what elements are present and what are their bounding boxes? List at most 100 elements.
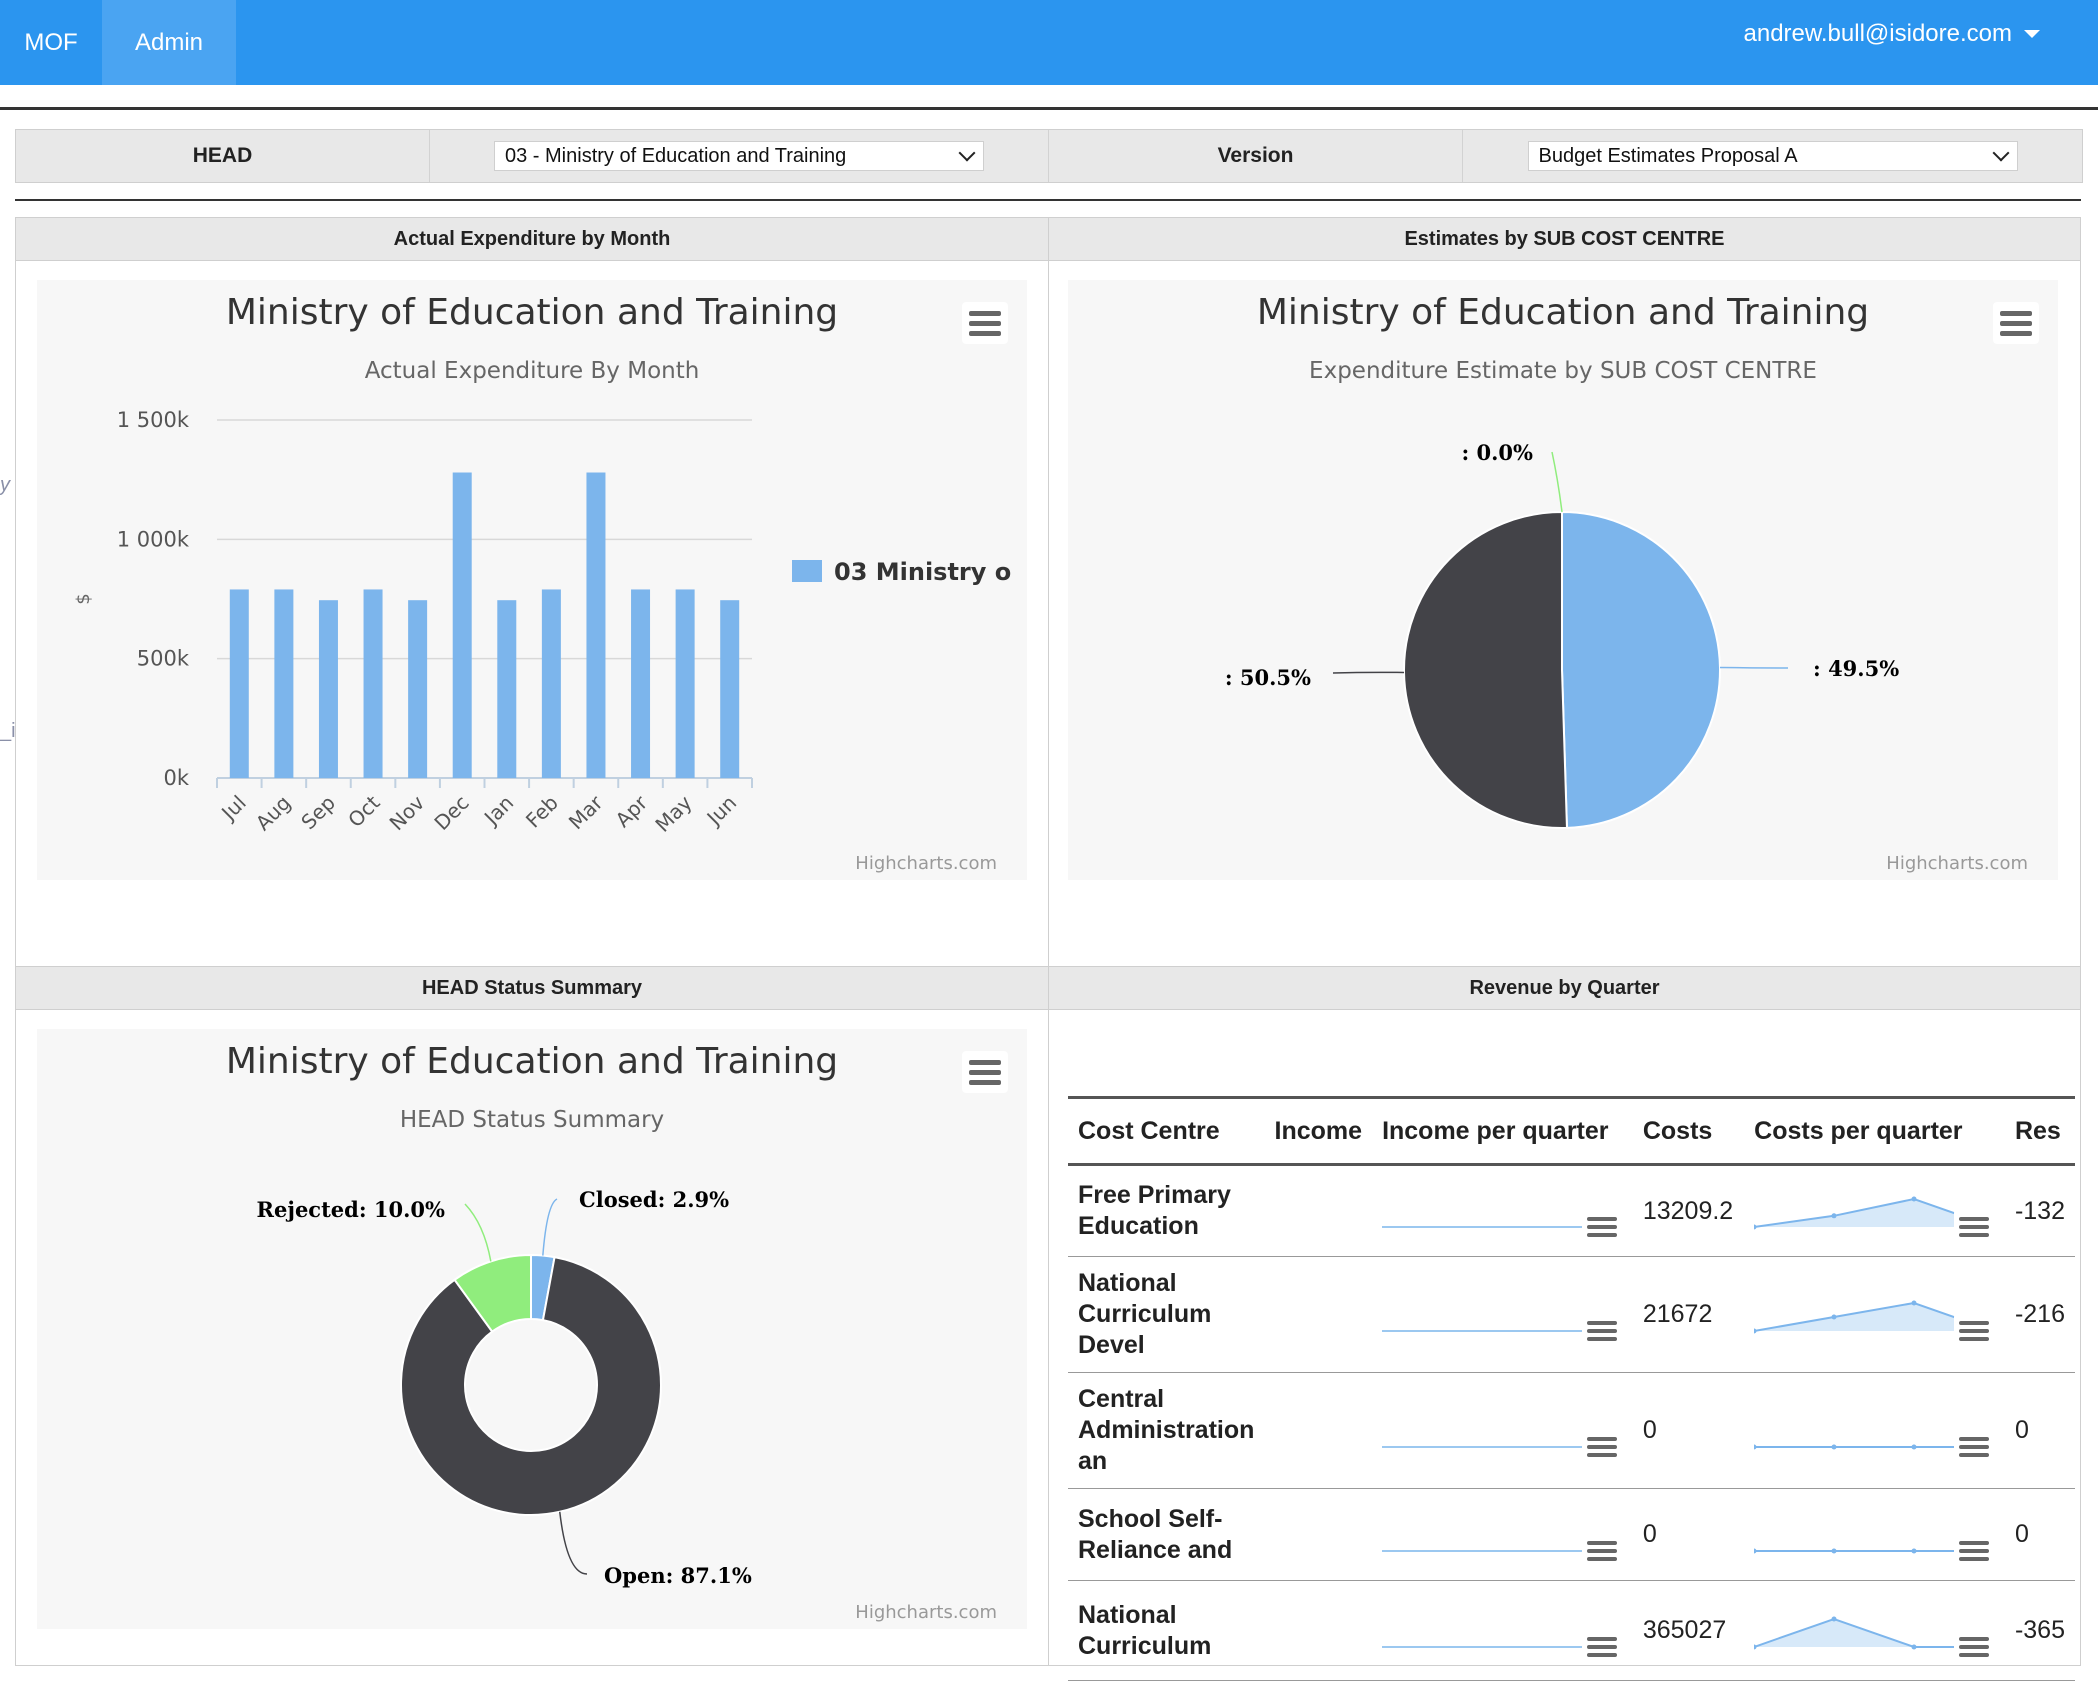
cost-centre-cell: Central Administration an xyxy=(1068,1373,1265,1489)
column-header[interactable]: Cost Centre xyxy=(1068,1098,1265,1165)
sparkline-point xyxy=(1754,1225,1757,1230)
sparkline-point xyxy=(1832,1548,1837,1553)
clipped-label: y xyxy=(0,474,10,497)
connector-line xyxy=(1552,452,1562,512)
costs-quarter-cell xyxy=(1744,1373,2005,1489)
column-header[interactable]: Income per quarter xyxy=(1372,1098,1633,1165)
chart-menu-button[interactable] xyxy=(1582,1209,1622,1245)
bar xyxy=(631,589,650,778)
status-chart: Ministry of Education and Training HEAD … xyxy=(37,1029,1027,1629)
pie-data-label: Rejected: 10.0% xyxy=(257,1197,446,1222)
costs-cell: 13209.2 xyxy=(1633,1165,1744,1257)
connector-line xyxy=(560,1512,587,1574)
user-menu-dropdown[interactable]: andrew.bull@isidore.com xyxy=(1744,0,2041,68)
connector-line xyxy=(543,1199,557,1256)
chart-credit[interactable]: Highcharts.com xyxy=(855,853,997,874)
result-cell: -216 xyxy=(2005,1257,2075,1373)
income-sparkline xyxy=(1382,1515,1622,1555)
income-cell xyxy=(1265,1373,1373,1489)
x-tick-label: Jun xyxy=(701,791,741,831)
bar xyxy=(319,600,338,778)
panel-header: Actual Expenditure by Month xyxy=(16,218,1048,261)
x-tick-label: Sep xyxy=(296,791,340,835)
result-cell: 0 xyxy=(2005,1373,2075,1489)
costs-quarter-cell xyxy=(1744,1581,2005,1681)
x-tick-label: Dec xyxy=(429,791,473,835)
costs-quarter-cell xyxy=(1744,1165,2005,1257)
expenditure-chart: Ministry of Education and Training Actua… xyxy=(37,280,1027,880)
chart-menu-button[interactable] xyxy=(1582,1533,1622,1569)
costs-sparkline xyxy=(1754,1295,1994,1335)
version-select[interactable]: Budget Estimates Proposal A xyxy=(1528,141,2018,171)
pie-chart-plot: : 49.5%: 50.5%: 0.0% xyxy=(1068,280,2058,880)
costs-sparkline xyxy=(1754,1515,1994,1555)
chevron-down-icon xyxy=(959,145,976,162)
divider xyxy=(0,107,2098,110)
user-email: andrew.bull@isidore.com xyxy=(1744,20,2013,48)
pie-data-label: Closed: 2.9% xyxy=(579,1187,729,1212)
chart-menu-button[interactable] xyxy=(1954,1429,1994,1465)
caret-down-icon xyxy=(2024,30,2040,38)
pie-slice xyxy=(1562,512,1720,828)
bar xyxy=(230,589,249,778)
cost-centre-cell: National Curriculum xyxy=(1068,1581,1265,1681)
income-sparkline xyxy=(1382,1411,1622,1451)
chart-credit[interactable]: Highcharts.com xyxy=(1886,853,2028,874)
costs-sparkline xyxy=(1754,1611,1994,1651)
bar xyxy=(453,473,472,778)
chevron-down-icon xyxy=(1992,145,2009,162)
income-cell xyxy=(1265,1165,1373,1257)
chart-menu-button[interactable] xyxy=(1582,1313,1622,1349)
chart-menu-button[interactable] xyxy=(1582,1629,1622,1665)
x-tick-label: Mar xyxy=(564,790,608,834)
bar xyxy=(274,589,293,778)
bar xyxy=(497,600,516,778)
bar xyxy=(364,589,383,778)
income-quarter-cell xyxy=(1372,1165,1633,1257)
costs-sparkline xyxy=(1754,1411,1994,1451)
top-navbar: MOF Admin andrew.bull@isidore.com xyxy=(0,0,2098,85)
x-tick-label: Aug xyxy=(251,791,296,836)
pie-data-label: : 49.5% xyxy=(1813,656,1899,681)
sparkline-point xyxy=(1754,1328,1757,1333)
chart-menu-button[interactable] xyxy=(1954,1533,1994,1569)
cost-centre-cell: National Curriculum Devel xyxy=(1068,1257,1265,1373)
nav-admin-link[interactable]: Admin xyxy=(102,0,236,85)
chart-menu-button[interactable] xyxy=(1954,1209,1994,1245)
y-tick-label: 500k xyxy=(137,647,190,671)
sparkline-point xyxy=(1832,1444,1837,1449)
chart-credit[interactable]: Highcharts.com xyxy=(855,1602,997,1623)
head-label: HEAD xyxy=(193,144,253,168)
income-quarter-cell xyxy=(1372,1489,1633,1581)
result-cell: -365 xyxy=(2005,1581,2075,1681)
bar xyxy=(586,473,605,778)
connector-line xyxy=(1333,672,1404,673)
divider xyxy=(15,199,2081,201)
pie-slice xyxy=(1404,512,1567,828)
income-cell xyxy=(1265,1257,1373,1373)
result-cell: -132 xyxy=(2005,1165,2075,1257)
panel-header: HEAD Status Summary xyxy=(16,967,1048,1010)
column-header[interactable]: Costs xyxy=(1633,1098,1744,1165)
column-header[interactable]: Costs per quarter xyxy=(1744,1098,2005,1165)
head-select[interactable]: 03 - Ministry of Education and Training xyxy=(494,141,984,171)
chart-menu-button[interactable] xyxy=(1954,1313,1994,1349)
version-label-cell: Version xyxy=(1049,130,1463,182)
x-tick-label: Oct xyxy=(343,790,385,832)
y-tick-label: 1 500k xyxy=(117,408,190,432)
table-header-row: Cost Centre Income Income per quarter Co… xyxy=(1068,1098,2075,1165)
chart-menu-button[interactable] xyxy=(1582,1429,1622,1465)
chart-menu-button[interactable] xyxy=(1954,1629,1994,1665)
version-label: Version xyxy=(1218,144,1294,168)
costs-cell: 0 xyxy=(1633,1489,1744,1581)
sparkline-point xyxy=(1832,1616,1837,1621)
head-label-cell: HEAD xyxy=(16,130,430,182)
column-header[interactable]: Res xyxy=(2005,1098,2075,1165)
nav-brand-link[interactable]: MOF xyxy=(0,0,102,85)
column-header[interactable]: Income xyxy=(1265,1098,1373,1165)
